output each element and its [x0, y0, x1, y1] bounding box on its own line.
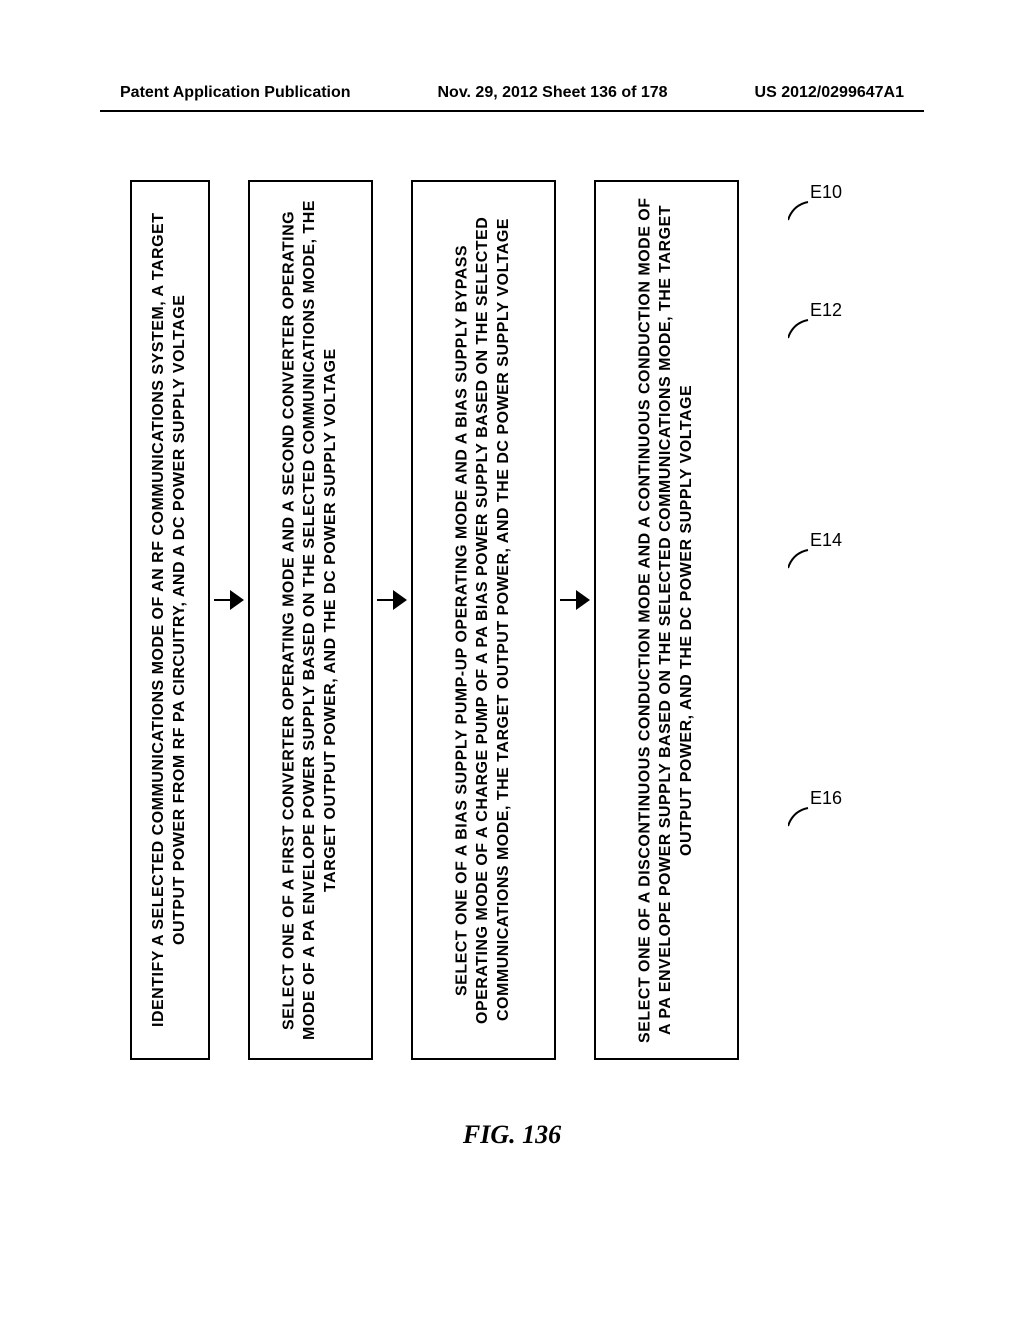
header-right-text: US 2012/0299647A1 [755, 84, 904, 102]
arrow-e14-e16 [560, 590, 590, 610]
step-e12-text: SELECT ONE OF A FIRST CONVERTER OPERATIN… [279, 196, 341, 1044]
header-divider [100, 110, 924, 112]
flowchart-step-e10: IDENTIFY A SELECTED COMMUNICATIONS MODE … [130, 180, 210, 1060]
label-connector-e16 [788, 806, 818, 836]
header-center-text: Nov. 29, 2012 Sheet 136 of 178 [438, 84, 668, 102]
label-connector-e12 [788, 318, 818, 348]
figure-caption: FIG. 136 [0, 1120, 1024, 1150]
step-e16-text: SELECT ONE OF A DISCONTINUOUS CONDUCTION… [635, 196, 697, 1044]
flowchart-step-e16: SELECT ONE OF A DISCONTINUOUS CONDUCTION… [594, 180, 739, 1060]
step-e10-text: IDENTIFY A SELECTED COMMUNICATIONS MODE … [149, 196, 191, 1044]
arrow-e12-e14 [377, 590, 407, 610]
step-e14-text: SELECT ONE OF A BIAS SUPPLY PUMP-UP OPER… [452, 196, 514, 1044]
label-connector-e10 [788, 200, 818, 230]
label-connector-e14 [788, 548, 818, 578]
flowchart-step-e12: SELECT ONE OF A FIRST CONVERTER OPERATIN… [248, 180, 373, 1060]
arrow-e10-e12 [214, 590, 244, 610]
header-left-text: Patent Application Publication [120, 84, 351, 102]
page-header: Patent Application Publication Nov. 29, … [0, 84, 1024, 102]
flowchart-step-e14: SELECT ONE OF A BIAS SUPPLY PUMP-UP OPER… [411, 180, 556, 1060]
